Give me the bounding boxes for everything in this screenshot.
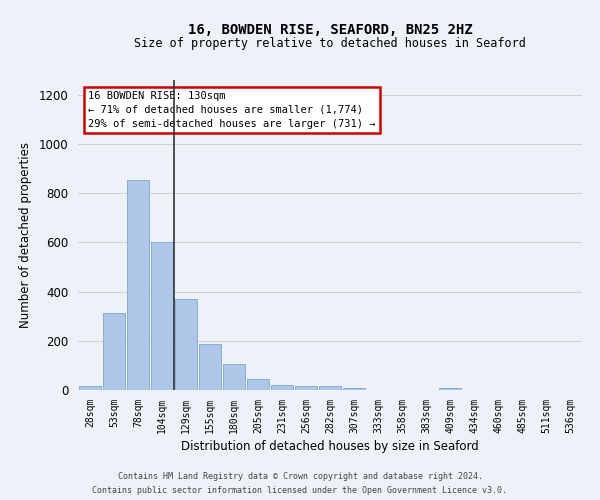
Bar <box>271 385 293 390</box>
Bar <box>343 388 365 390</box>
Bar <box>79 386 101 390</box>
Bar <box>439 388 461 390</box>
Y-axis label: Number of detached properties: Number of detached properties <box>19 142 32 328</box>
Text: Contains HM Land Registry data © Crown copyright and database right 2024.: Contains HM Land Registry data © Crown c… <box>118 472 482 481</box>
Bar <box>151 242 173 390</box>
Bar <box>103 312 125 390</box>
Bar <box>319 386 341 390</box>
Text: Contains public sector information licensed under the Open Government Licence v3: Contains public sector information licen… <box>92 486 508 495</box>
Bar <box>295 386 317 390</box>
Bar <box>223 364 245 390</box>
Text: 16 BOWDEN RISE: 130sqm
← 71% of detached houses are smaller (1,774)
29% of semi-: 16 BOWDEN RISE: 130sqm ← 71% of detached… <box>88 91 376 129</box>
Bar <box>247 379 269 390</box>
Text: Size of property relative to detached houses in Seaford: Size of property relative to detached ho… <box>134 38 526 51</box>
Bar <box>127 180 149 390</box>
Text: 16, BOWDEN RISE, SEAFORD, BN25 2HZ: 16, BOWDEN RISE, SEAFORD, BN25 2HZ <box>188 22 472 36</box>
Bar <box>199 344 221 390</box>
X-axis label: Distribution of detached houses by size in Seaford: Distribution of detached houses by size … <box>181 440 479 453</box>
Bar <box>175 299 197 390</box>
